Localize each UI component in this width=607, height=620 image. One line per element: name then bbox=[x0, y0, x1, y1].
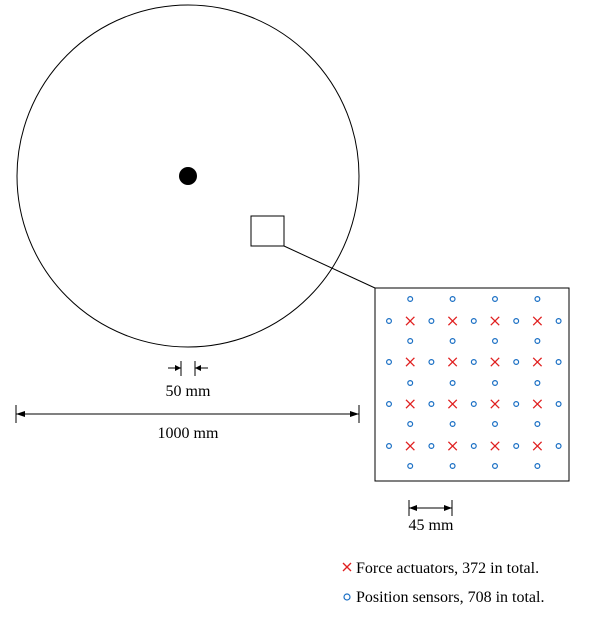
actuator-sensor-grid bbox=[386, 296, 562, 470]
position-sensor bbox=[449, 380, 456, 387]
position-sensor bbox=[513, 318, 520, 325]
diameter-1000mm-label: 1000 mm bbox=[158, 425, 219, 442]
position-sensor bbox=[449, 338, 456, 345]
force-actuator bbox=[490, 441, 500, 451]
legend: Force actuators, 372 in total. Position … bbox=[342, 560, 544, 606]
zoom-leader-line bbox=[283, 245, 376, 289]
pitch-50mm-dimension: 50 mm bbox=[166, 361, 211, 400]
legend-sensor-entry: Position sensors, 708 in total. bbox=[343, 589, 544, 606]
position-sensor bbox=[513, 443, 520, 450]
position-sensor bbox=[555, 443, 562, 450]
force-actuator bbox=[405, 441, 415, 451]
position-sensor bbox=[449, 296, 456, 303]
position-sensor bbox=[428, 401, 435, 408]
mirror-outline bbox=[16, 4, 360, 348]
diameter-1000mm-dimension: 1000 mm bbox=[15, 405, 360, 442]
grid-45mm-dimension: 45 mm bbox=[408, 500, 454, 534]
position-sensor bbox=[492, 463, 499, 470]
position-sensor bbox=[470, 359, 477, 366]
position-sensor bbox=[407, 338, 414, 345]
position-sensor bbox=[449, 463, 456, 470]
position-sensor bbox=[428, 443, 435, 450]
zoom-panel bbox=[374, 287, 570, 482]
position-sensor bbox=[407, 463, 414, 470]
position-sensor bbox=[534, 380, 541, 387]
position-sensor bbox=[470, 401, 477, 408]
position-sensor bbox=[428, 359, 435, 366]
position-sensor bbox=[470, 443, 477, 450]
position-sensor bbox=[555, 318, 562, 325]
mirror-center-dot bbox=[179, 167, 197, 185]
zoom-region-box bbox=[250, 215, 285, 247]
position-sensor bbox=[534, 421, 541, 428]
force-actuator bbox=[447, 316, 458, 326]
force-actuator bbox=[532, 316, 543, 326]
position-sensor bbox=[407, 296, 414, 303]
force-actuator bbox=[405, 399, 415, 409]
legend-actuator-label: Force actuators, 372 in total. bbox=[356, 560, 539, 577]
grid-45mm-label: 45 mm bbox=[409, 517, 454, 534]
position-sensor bbox=[492, 296, 499, 303]
position-sensor bbox=[513, 401, 520, 408]
force-actuator bbox=[405, 316, 415, 326]
legend-sensor-icon bbox=[343, 593, 351, 601]
position-sensor bbox=[407, 421, 414, 428]
legend-actuator-icon bbox=[342, 562, 352, 572]
position-sensor bbox=[492, 380, 499, 387]
force-actuator bbox=[405, 357, 415, 367]
legend-actuator-entry: Force actuators, 372 in total. bbox=[342, 560, 539, 577]
pitch-50mm-label: 50 mm bbox=[166, 383, 211, 400]
position-sensor bbox=[386, 359, 393, 366]
force-actuator bbox=[490, 316, 500, 326]
position-sensor bbox=[534, 338, 541, 345]
legend-sensor-label: Position sensors, 708 in total. bbox=[356, 589, 544, 606]
position-sensor bbox=[492, 338, 499, 345]
force-actuator bbox=[447, 357, 458, 367]
force-actuator bbox=[490, 399, 500, 409]
position-sensor bbox=[386, 318, 393, 325]
position-sensor bbox=[428, 318, 435, 325]
position-sensor bbox=[534, 296, 541, 303]
force-actuator bbox=[532, 399, 543, 409]
force-actuator bbox=[532, 357, 543, 367]
position-sensor bbox=[449, 421, 456, 428]
position-sensor bbox=[492, 421, 499, 428]
position-sensor bbox=[407, 380, 414, 387]
force-actuator bbox=[532, 441, 543, 451]
position-sensor bbox=[534, 463, 541, 470]
position-sensor bbox=[513, 359, 520, 366]
force-actuator bbox=[447, 441, 458, 451]
position-sensor bbox=[555, 359, 562, 366]
force-actuator bbox=[447, 399, 458, 409]
position-sensor bbox=[555, 401, 562, 408]
position-sensor bbox=[386, 443, 393, 450]
position-sensor bbox=[470, 318, 477, 325]
position-sensor bbox=[386, 401, 393, 408]
force-actuator bbox=[490, 357, 500, 367]
